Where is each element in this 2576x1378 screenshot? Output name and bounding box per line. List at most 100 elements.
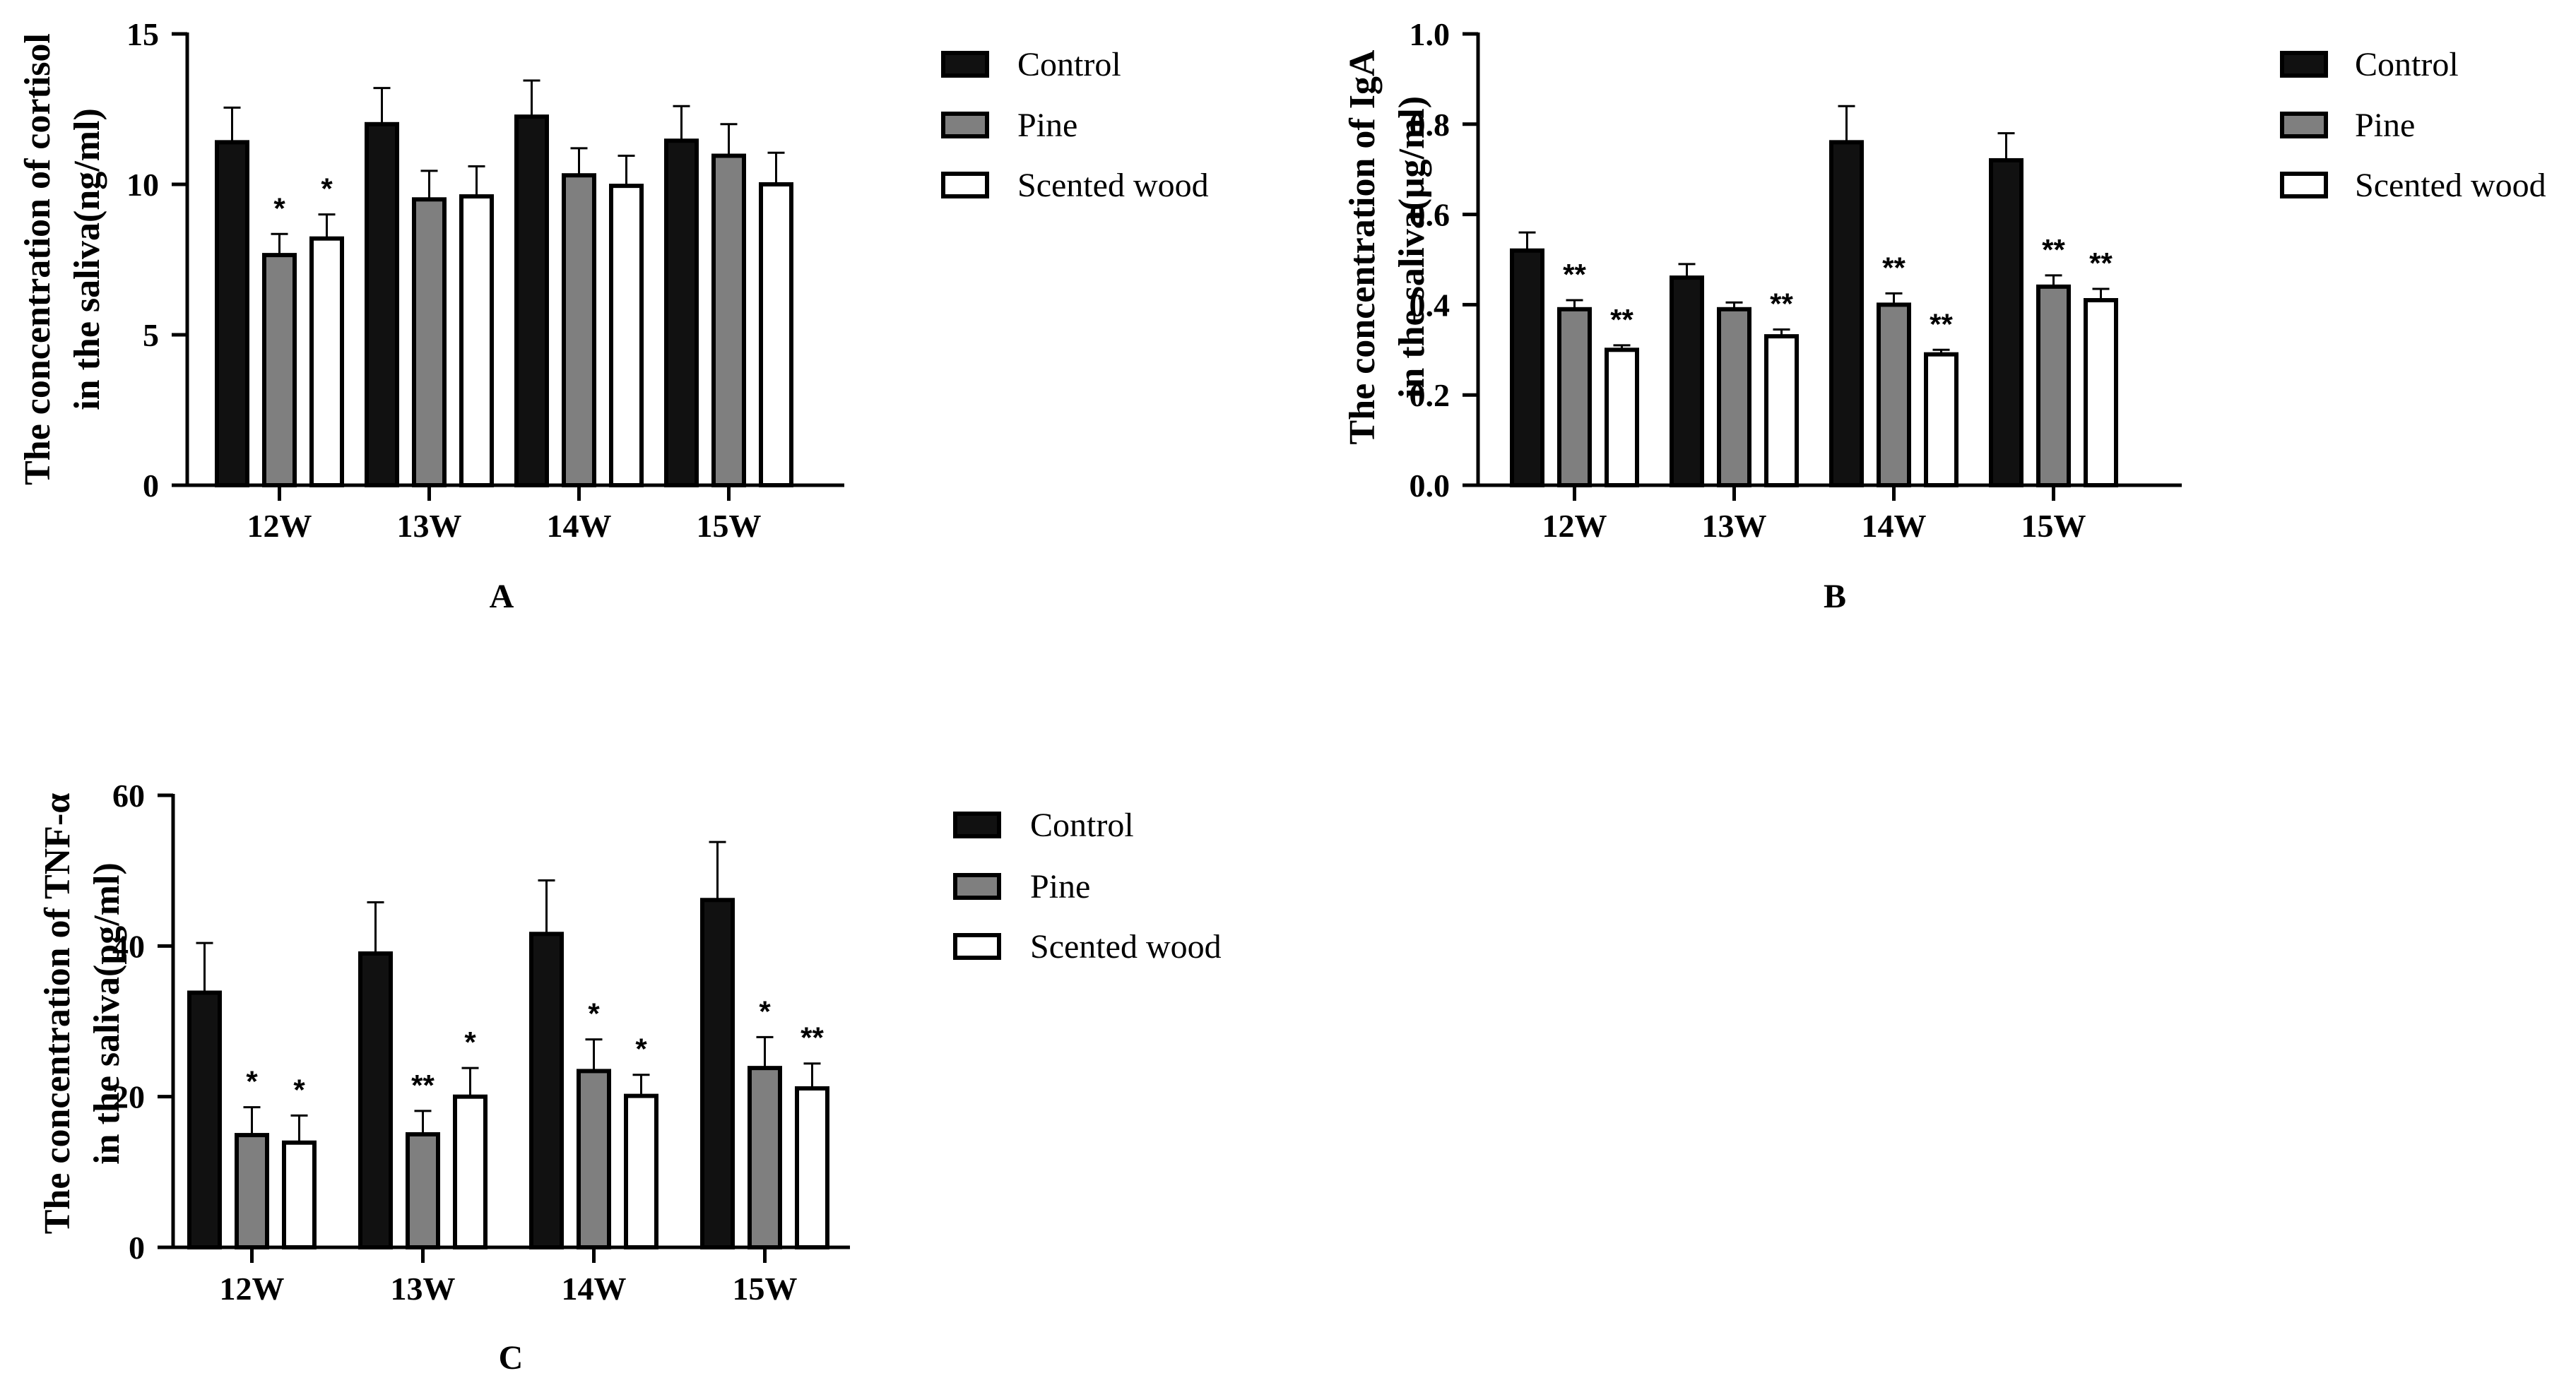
legend-swatch-scented-wood [2280,172,2328,198]
y-axis-label-line-2: in the saliva(μg/ml) [1392,96,1432,398]
significance-marker: * [321,172,333,206]
y-axis-label: The concentration of cortisol in the sali… [18,33,107,485]
legend: Control Pine Scented wood [2280,46,2546,204]
x-tick-label: 12W [247,508,312,544]
legend-label-scented-wood: Scented wood [1030,928,1222,966]
bar-pine-14w [562,173,596,487]
bar-pine-13w [406,1132,440,1249]
y-tick-label: 0.2 [1410,377,1451,413]
legend-label-control: Control [1017,46,1121,83]
significance-marker: ** [800,1021,824,1055]
x-tick-label: 15W [697,508,762,544]
chart-panel-b: The concentration of IgA in the saliva(μg… [1342,16,2546,615]
y-tick-label: 20 [112,1079,145,1115]
bar-pine-14w [1877,302,1911,487]
bar-pine-12w [262,253,297,487]
significance-marker: ** [1770,287,1793,321]
x-tick-label: 15W [2021,508,2086,544]
legend-label-pine: Pine [1017,107,1077,144]
legend-label-pine: Pine [1030,868,1090,905]
legend-swatch-control [953,812,1001,838]
significance-marker: * [293,1073,305,1106]
significance-marker: * [273,191,285,225]
bar-control-12w [187,990,222,1249]
significance-marker: ** [1882,251,1906,284]
x-tick-label: 12W [220,1271,285,1307]
chart-panel-c: The concentration of TNF-α in the saliva(… [37,778,1222,1377]
bar-control-14w [514,114,549,487]
bar-scented-wood-12w [309,236,344,487]
bar-scented-wood-12w [1605,348,1639,487]
significance-marker: * [464,1026,476,1059]
y-axis-label-line-1: The concentration of TNF-α [37,793,78,1235]
x-tick-label: 12W [1542,508,1607,544]
x-tick-label: 13W [391,1271,456,1307]
bar-control-14w [1829,140,1864,488]
bar-pine-12w [235,1133,269,1249]
bar-pine-13w [412,197,447,487]
legend-swatch-control [941,51,989,78]
panel-letter: B [1824,578,1846,615]
legend-swatch-scented-wood [953,933,1001,960]
legend-label-scented-wood: Scented wood [2355,167,2546,204]
y-tick-label: 5 [143,317,159,353]
legend-label-scented-wood: Scented wood [1017,167,1209,204]
legend-swatch-pine [941,112,989,138]
legend-label-control: Control [1030,807,1134,844]
bar-scented-wood-15w [2084,298,2118,487]
bar-pine-15w [748,1066,782,1249]
x-tick-label: 14W [1862,508,1927,544]
y-tick-label: 10 [126,167,159,203]
legend: Control Pine Scented wood [941,46,1209,204]
significance-marker: * [246,1065,258,1098]
y-tick-label: 15 [126,16,159,52]
bar-control-13w [1670,275,1704,487]
x-tick-label: 13W [1702,508,1767,544]
y-tick-label: 40 [112,928,145,964]
y-tick-label: 1.0 [1410,16,1451,52]
y-tick-label: 60 [112,778,145,814]
panel-letter: A [490,578,514,615]
significance-marker: ** [411,1069,435,1102]
bar-pine-14w [577,1069,611,1250]
y-axis-label-line-1: The concentration of cortisol [18,33,58,485]
bar-scented-wood-15w [759,182,793,487]
y-axis-label-line-2: in the saliva(ng/ml) [67,108,107,410]
bar-control-15w [700,898,735,1250]
significance-marker: ** [1610,303,1633,336]
y-axis-label: The concentration of TNF-α in the saliva(… [37,793,127,1235]
y-axis-label-line-2: in the saliva(pg/ml) [87,862,127,1165]
bar-pine-15w [2036,284,2071,487]
y-tick-label: 0.6 [1410,197,1451,233]
bar-control-13w [358,951,393,1249]
x-tick-label: 14W [562,1271,627,1307]
y-tick-label: 0.8 [1410,107,1451,143]
y-axis-label-line-1: The concentration of IgA [1342,49,1383,444]
bar-pine-15w [711,153,746,487]
bar-control-15w [1989,158,2023,487]
panel-letter: C [499,1339,524,1377]
legend: Control Pine Scented wood [953,807,1222,966]
x-tick-label: 13W [397,508,462,544]
x-tick-label: 14W [547,508,612,544]
bar-scented-wood-13w [453,1094,488,1249]
bar-pine-13w [1717,307,1751,488]
legend-swatch-pine [2280,112,2328,138]
significance-marker: ** [1563,258,1586,291]
bar-scented-wood-12w [282,1140,317,1249]
bar-control-12w [215,140,249,488]
y-tick-label: 0 [143,468,159,504]
legend-swatch-pine [953,873,1001,900]
legend-label-pine: Pine [2355,107,2415,144]
bar-control-13w [365,121,399,488]
significance-marker: ** [1930,307,1953,340]
bar-control-14w [529,932,564,1250]
bar-pine-12w [1557,307,1592,488]
y-tick-label: 0 [129,1230,145,1266]
x-tick-label: 15W [733,1271,798,1307]
bar-scented-wood-14w [609,184,644,487]
bar-control-12w [1510,248,1544,487]
significance-marker: * [588,997,600,1030]
bar-scented-wood-13w [1764,334,1799,487]
